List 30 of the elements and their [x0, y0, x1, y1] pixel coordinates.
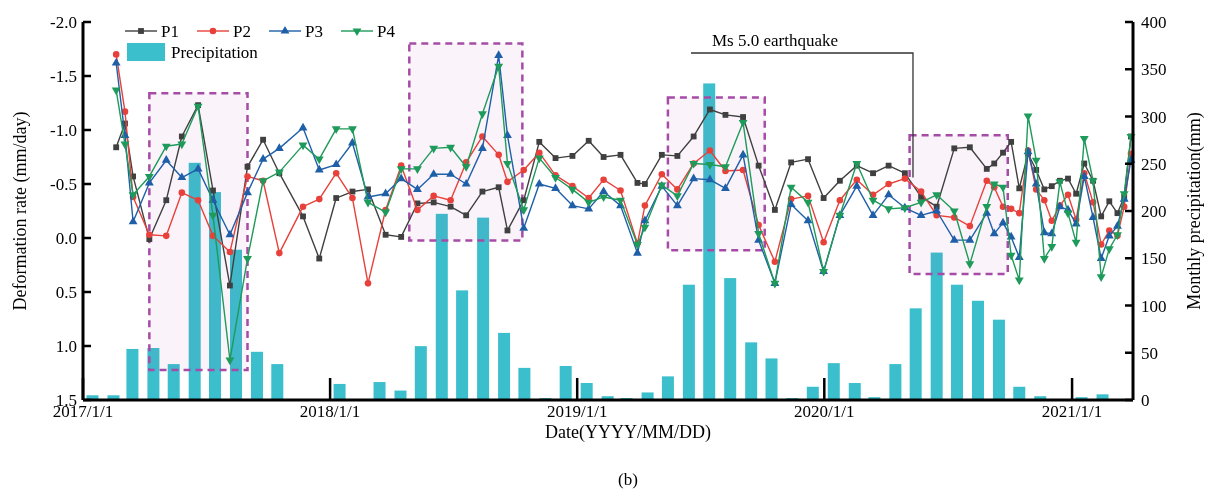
y2-tick-label: 150 — [1141, 249, 1167, 269]
y-tick-label: 1.0 — [55, 337, 77, 356]
y-tick-label: 0.5 — [55, 283, 77, 302]
annotation: Ms 5.0 earthquake — [711, 31, 839, 50]
y2-tick-label: 400 — [1141, 13, 1167, 32]
y2-tick-label: 350 — [1141, 60, 1167, 80]
legend-label: P4 — [377, 22, 396, 41]
x-axis-title: Date(YYYY/MM/DD) — [545, 422, 711, 443]
text: (b) — [618, 470, 638, 489]
x-tick-label: 2020/1/1 — [794, 402, 855, 421]
y2-tick-label: 100 — [1141, 296, 1167, 316]
x-tick-label: 2019/1/1 — [546, 402, 608, 421]
y-tick-label: -0.5 — [50, 175, 77, 194]
x-tick-label: 2021/1/1 — [1041, 402, 1103, 421]
y-tick-label: -1.0 — [50, 121, 77, 140]
y2-tick-label: 200 — [1141, 202, 1167, 221]
y-tick-label: -2.0 — [50, 13, 77, 32]
y2-tick-label: 300 — [1141, 107, 1167, 127]
y-tick-label: 0.0 — [55, 229, 77, 248]
y-tick-label: -1.5 — [50, 67, 77, 86]
legend-label: P2 — [233, 22, 251, 41]
y2-tick-label: 250 — [1141, 154, 1167, 174]
y2-tick-label: 0 — [1141, 391, 1150, 410]
y2-axis-title: Monthly precipitation(mm) — [1184, 112, 1205, 310]
x-tick-label: 2018/1/1 — [299, 402, 361, 421]
legend-label: P3 — [305, 22, 323, 41]
y-axis-title: Deformation rate (mm/day) — [10, 111, 31, 311]
y2-tick-label: 50 — [1141, 343, 1158, 363]
legend-label: P1 — [161, 22, 179, 41]
legend-label: Precipitation — [171, 43, 259, 62]
